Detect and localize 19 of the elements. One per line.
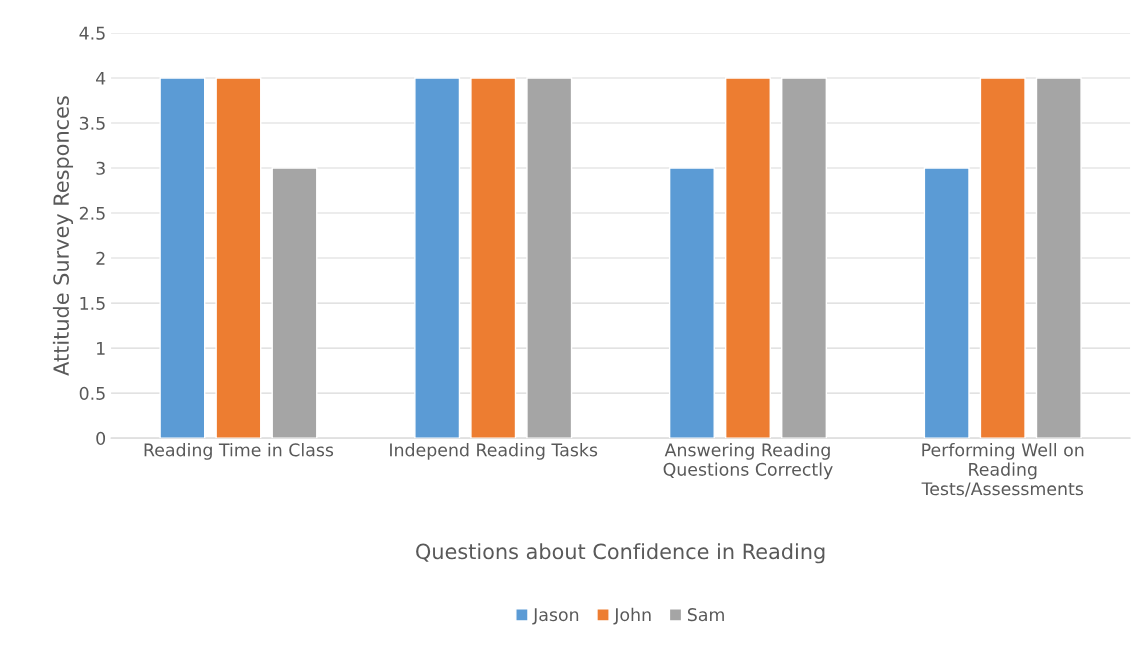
y-tick-label: 1 xyxy=(97,342,105,355)
legend-label: Sam xyxy=(687,608,724,622)
y-tick-label: 0 xyxy=(96,431,106,445)
y-tick-label: 1.5 xyxy=(80,297,105,310)
x-tick-label: Performing Well on Reading Tests/Assessments xyxy=(921,443,1084,497)
x-tick-label: Answering Reading Questions Correctly xyxy=(663,443,833,480)
legend-label: Jason xyxy=(532,608,579,625)
y-axis-title: Attitude Survey Responces xyxy=(52,96,74,376)
y-tick-label: 3 xyxy=(96,161,105,175)
x-axis-title: Questions about Confidence in Reading xyxy=(416,543,825,564)
y-tick-label: 4 xyxy=(96,71,106,85)
y-tick-label: 2.5 xyxy=(79,206,105,220)
x-tick-label: Independ Reading Tasks xyxy=(390,443,598,460)
y-tick-label: 4.5 xyxy=(79,26,105,40)
legend-label: John xyxy=(613,607,651,625)
y-tick-label: 0.5 xyxy=(79,386,105,400)
x-tick-label: Reading Time in Class xyxy=(144,443,334,460)
y-tick-label: 2 xyxy=(96,251,105,265)
y-tick-label: 3.5 xyxy=(79,116,105,130)
